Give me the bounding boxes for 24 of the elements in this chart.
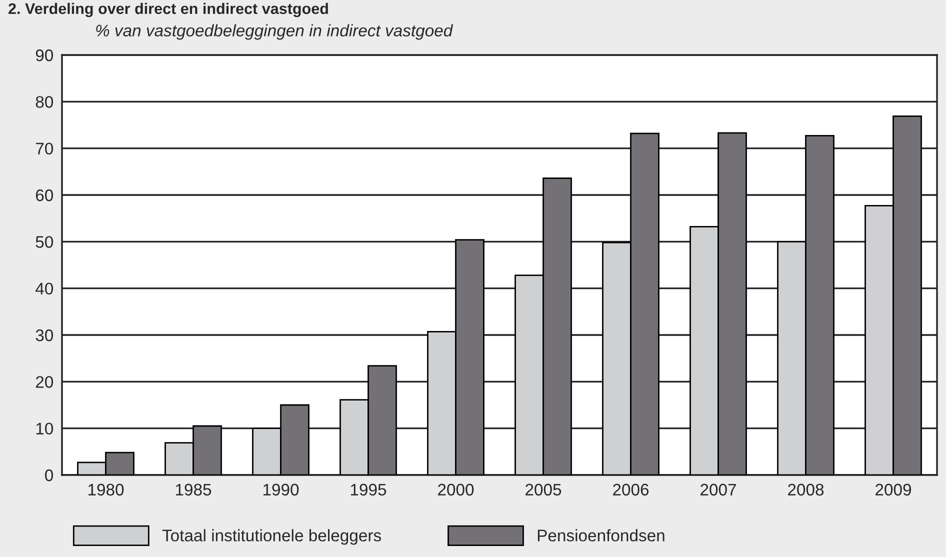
x-tick-label: 2000	[438, 484, 474, 496]
y-tick-label: 90	[36, 49, 54, 62]
y-tick-label: 40	[36, 282, 54, 295]
x-tick-label: 2009	[876, 484, 911, 496]
legend-label: Pensioenfondsen	[538, 529, 664, 542]
x-tick-label: 2008	[788, 484, 824, 496]
x-tick-label: 2006	[613, 484, 649, 496]
y-tick-label: 10	[36, 422, 54, 435]
x-tick-label: 2005	[526, 484, 562, 496]
legend-label: Totaal institutionele beleggers	[162, 529, 381, 545]
x-tick-label: 2007	[700, 484, 736, 496]
y-tick-label: 80	[36, 96, 54, 108]
chart-title: 2. Verdeling over direct en indirect vastgoed	[8, 2, 328, 18]
x-tick-label: 1980	[88, 484, 124, 496]
x-tick-label: 1985	[176, 484, 212, 496]
x-tick-label: 1995	[350, 484, 386, 496]
y-tick-label: 20	[36, 376, 54, 388]
y-tick-label: 60	[36, 189, 54, 202]
y-tick-label: 50	[36, 236, 54, 248]
y-tick-label: 30	[36, 329, 54, 342]
y-tick-label: 0	[45, 469, 54, 482]
chart-subtitle: % van vastgoedbeleggingen in indirect vastgoed	[96, 24, 454, 40]
y-tick-label: 70	[36, 142, 54, 155]
x-tick-label: 1990	[263, 484, 299, 496]
